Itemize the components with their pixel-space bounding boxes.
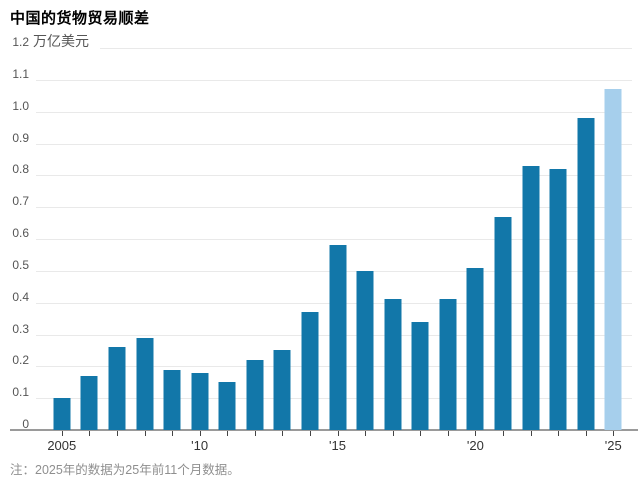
x-axis-tick (613, 431, 615, 436)
y-gridline (36, 143, 632, 145)
y-tick-label: 0.4 (12, 289, 29, 304)
bar-slot (213, 48, 241, 436)
bar-2023 (549, 168, 567, 430)
y-tick-label: 0.7 (12, 194, 29, 209)
y-tick-label: 1.0 (12, 98, 29, 113)
bar-slot (379, 48, 407, 436)
bar-2014 (301, 312, 319, 430)
x-axis-tick (144, 431, 146, 436)
bar-slot (489, 48, 517, 436)
x-axis-tick (172, 431, 174, 436)
bar-slot (324, 48, 352, 436)
x-axis-baseline (10, 429, 638, 431)
bar-2025 (604, 89, 622, 430)
bar-slot (600, 48, 628, 436)
x-axis-tick (530, 431, 532, 436)
bar-slot (48, 48, 76, 436)
bar-2015 (329, 245, 347, 430)
y-tick-label: 1.1 (12, 66, 29, 81)
y-axis-unit-label: 万亿美元 (33, 33, 89, 49)
y-gridline (36, 79, 632, 81)
bar-slot (103, 48, 131, 436)
y-tick-label: 0.2 (12, 353, 29, 368)
y-tick-label: 1.2 (12, 35, 29, 49)
x-tick-label: '20 (466, 438, 484, 453)
x-axis-tick (309, 431, 311, 436)
bar-slot (517, 48, 545, 436)
bar-2020 (466, 267, 484, 430)
bar-2012 (246, 359, 264, 430)
x-axis-tick (503, 431, 505, 436)
bar-2011 (218, 382, 236, 430)
bar-2013 (273, 350, 291, 430)
x-axis-tick (199, 431, 201, 436)
footnote: 注：2025年的数据为25年前11个月数据。 (10, 463, 240, 477)
y-tick-label: 0.1 (12, 385, 29, 400)
x-tick-label: '10 (191, 438, 209, 453)
bar-2006 (80, 375, 98, 430)
bar-slot (241, 48, 269, 436)
y-tick-label: 0.6 (12, 226, 29, 240)
y-gridline (36, 175, 632, 177)
bar-slot (572, 48, 600, 436)
bar-2018 (411, 321, 429, 430)
x-axis-tick (61, 431, 63, 436)
bar-slot (296, 48, 324, 436)
chart-title: 中国的货物贸易顺差 (10, 10, 150, 27)
bar-slot (544, 48, 572, 436)
x-tick-label: '15 (329, 438, 346, 453)
y-tick-label: 0 (22, 417, 29, 431)
x-axis-tick (116, 431, 118, 436)
bar-slot (158, 48, 186, 436)
x-axis-tick (585, 431, 587, 436)
x-axis-tick (475, 431, 477, 436)
x-axis-tick (392, 431, 394, 436)
x-tick-label: 2005 (47, 438, 77, 453)
y-gridline (36, 207, 632, 209)
x-axis-tick (89, 431, 91, 436)
bar-slot (269, 48, 297, 436)
x-axis-tick (447, 431, 449, 436)
y-gridline (36, 239, 632, 240)
y-tick-label: 0.8 (12, 162, 29, 177)
bar-slot (407, 48, 435, 436)
bar-slot (434, 48, 462, 436)
bar-2010 (191, 372, 209, 430)
bar-slot (186, 48, 214, 436)
bar-2008 (136, 337, 154, 430)
y-gridline (100, 48, 632, 49)
bar-2009 (163, 369, 181, 430)
x-axis-tick (227, 431, 229, 436)
y-tick-label: 0.9 (12, 130, 29, 145)
x-tick-label: '25 (604, 438, 622, 453)
bar-slot (351, 48, 379, 436)
bar-2019 (439, 299, 457, 430)
y-gridline (36, 111, 632, 113)
x-axis-tick (365, 431, 367, 436)
bar-slot (76, 48, 104, 436)
bar-2005 (53, 398, 71, 430)
bar-slot (462, 48, 490, 436)
bars-band (48, 48, 628, 436)
y-tick-label: 0.5 (12, 257, 29, 272)
x-axis-tick (558, 431, 560, 436)
x-axis-tick (282, 431, 284, 436)
y-tick-label: 0.3 (12, 321, 29, 336)
bar-2022 (522, 165, 540, 430)
bar-slot (131, 48, 159, 436)
x-axis-tick (337, 431, 339, 436)
bar-2017 (384, 299, 402, 430)
bar-2021 (494, 216, 512, 430)
bar-2024 (577, 118, 595, 430)
x-axis-tick (420, 431, 422, 436)
x-axis-tick (254, 431, 256, 436)
bar-2016 (356, 270, 374, 430)
bar-2007 (108, 347, 126, 430)
